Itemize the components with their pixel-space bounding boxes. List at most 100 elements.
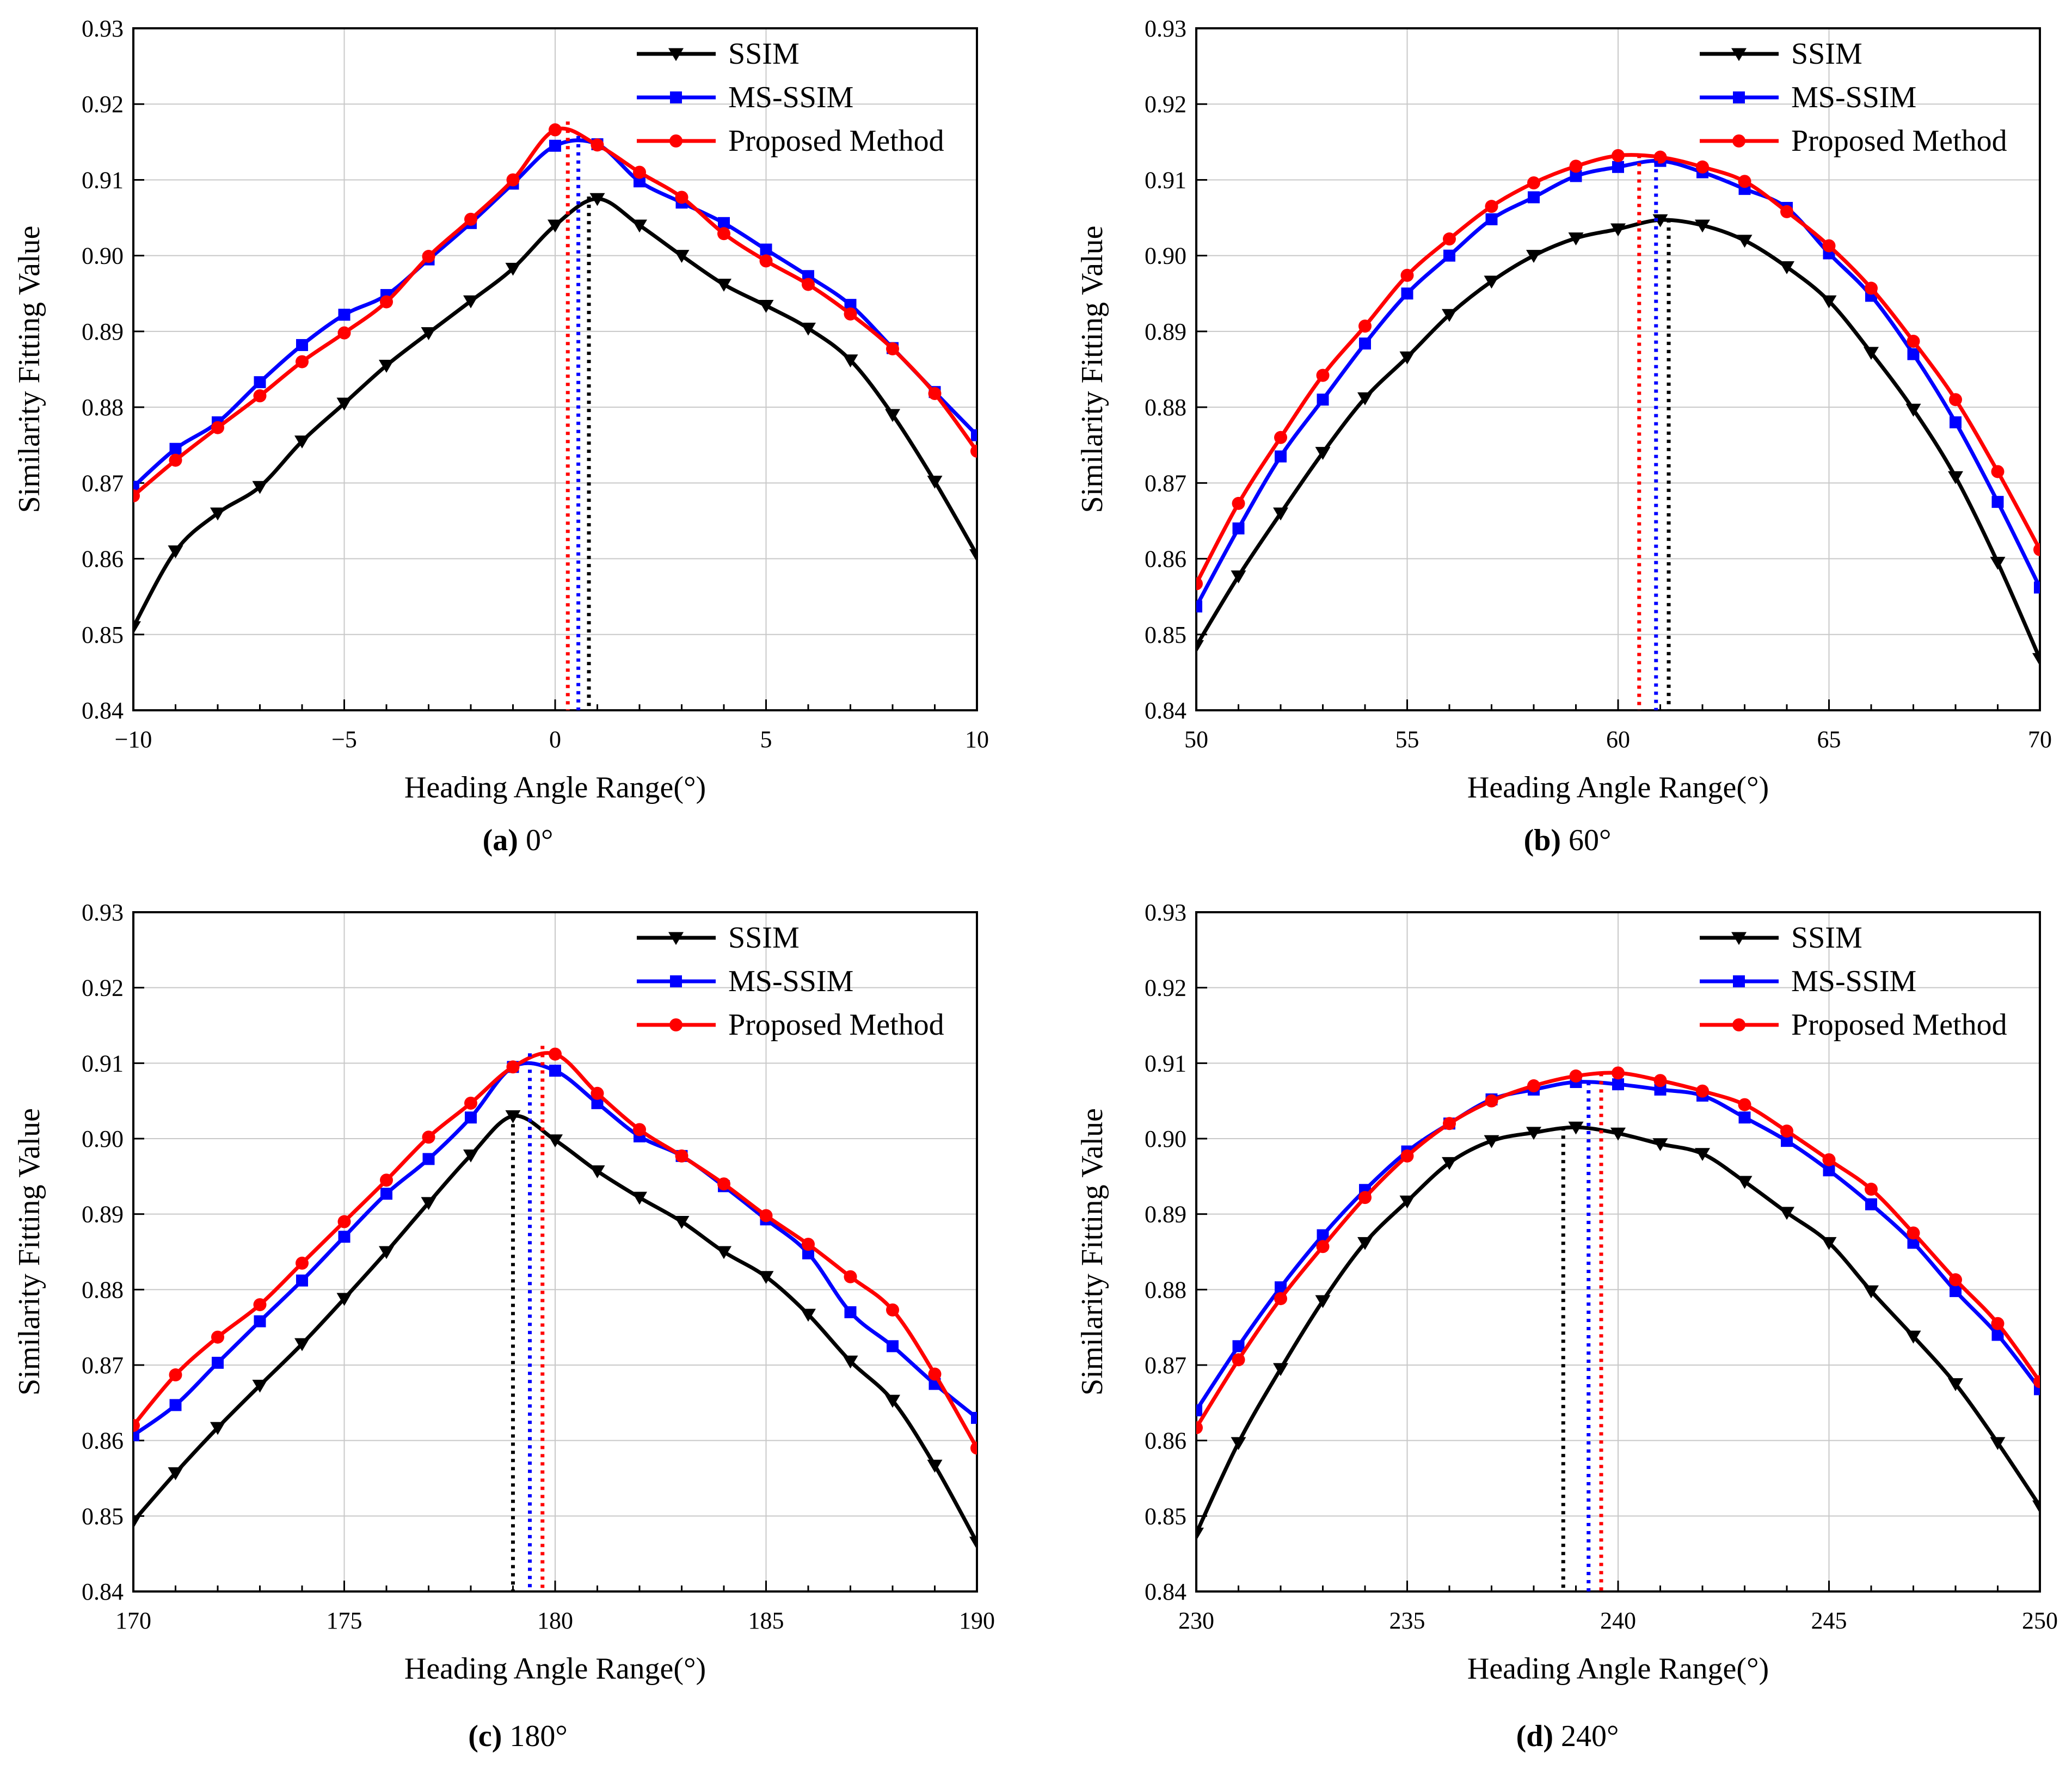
- chart-a-data: [133, 123, 977, 635]
- chart-b-point-ssim: [1357, 392, 1373, 405]
- legend-label-msssim: MS-SSIM: [728, 81, 853, 114]
- chart-a-point-msssim: [634, 175, 645, 188]
- chart-a-peak-markers: [565, 121, 591, 710]
- caption-a-letter: (a): [482, 823, 518, 857]
- chart-d-point-ssim: [1652, 1138, 1668, 1152]
- chart-d-point-msssim: [1865, 1198, 1877, 1210]
- caption-a-text: 0°: [525, 823, 554, 857]
- chart-c-xtick-label: 170: [115, 1607, 151, 1634]
- chart-d-point-proposed: [1865, 1182, 1878, 1196]
- chart-c-point-ssim: [168, 1467, 183, 1480]
- chart-b-point-msssim: [1359, 337, 1371, 350]
- chart-b-point-msssim: [1485, 213, 1498, 225]
- chart-a-xlabel: Heading Angle Range(°): [404, 771, 706, 804]
- chart-c-xlabel: Heading Angle Range(°): [404, 1652, 706, 1686]
- chart-a-point-ssim: [505, 262, 521, 276]
- legend-marker-proposed: [1732, 1018, 1745, 1031]
- chart-c-point-ssim: [379, 1246, 394, 1259]
- chart-a-point-proposed: [169, 453, 182, 467]
- legend-label-ssim: SSIM: [728, 921, 800, 955]
- chart-c-peak-markers: [511, 1046, 545, 1591]
- chart-c-point-proposed: [380, 1173, 393, 1187]
- caption-d: (d) 240°: [1063, 1719, 2072, 1754]
- chart-c-ylabel: Similarity Fitting Value: [13, 1108, 46, 1396]
- legend-label-msssim: MS-SSIM: [1791, 964, 1916, 998]
- chart-c-point-proposed: [886, 1303, 899, 1317]
- chart-b-point-ssim: [1990, 557, 2006, 570]
- chart-b-point-msssim: [1317, 394, 1329, 406]
- chart-d-point-msssim: [1317, 1229, 1329, 1242]
- chart-b-xtick-label: 70: [2028, 726, 2052, 753]
- legend-label-msssim: MS-SSIM: [1791, 81, 1916, 114]
- caption-b: (b) 60°: [1063, 823, 2072, 858]
- legend-marker-proposed: [1732, 134, 1745, 148]
- chart-b-point-ssim: [1399, 351, 1415, 365]
- chart-d-point-ssim: [1905, 1330, 1921, 1344]
- chart-a-point-ssim: [758, 300, 774, 313]
- legend-label-ssim: SSIM: [728, 37, 800, 71]
- chart-d-ytick-label: 0.90: [1145, 1126, 1186, 1152]
- chart-c-point-proposed: [844, 1270, 857, 1283]
- chart-b-ytick-label: 0.89: [1145, 318, 1186, 345]
- chart-a-point-ssim: [168, 545, 183, 558]
- chart-c-point-ssim: [632, 1191, 647, 1205]
- chart-b-point-proposed: [2033, 543, 2040, 556]
- chart-d-point-ssim: [2032, 1500, 2040, 1514]
- chart-b-point-proposed: [1232, 496, 1245, 510]
- chart-a-point-proposed: [717, 227, 730, 241]
- chart-a-xtick-label: −5: [331, 726, 357, 753]
- chart-b-xtick-label: 55: [1395, 726, 1419, 753]
- chart-d-legend: SSIM MS-SSIM Proposed Method: [1700, 921, 2007, 1042]
- legend-label-proposed: Proposed Method: [728, 124, 944, 158]
- chart-a-point-proposed: [337, 326, 351, 340]
- chart-d-point-proposed: [1653, 1074, 1667, 1087]
- chart-c-point-proposed: [133, 1418, 140, 1432]
- chart-a-point-ssim: [885, 409, 900, 422]
- chart-c-point-ssim: [885, 1394, 900, 1408]
- chart-a-point-ssim: [843, 354, 858, 368]
- chart-c-point-msssim: [380, 1188, 392, 1200]
- chart-c-point-msssim: [212, 1356, 224, 1369]
- legend-marker-proposed: [669, 1018, 683, 1031]
- chart-a-point-msssim: [718, 217, 730, 229]
- chart-panel-a: −10 −5 0 5 10 0.84 0.85 0.86 0.87 0.88 0.89 0.90 0.9…: [0, 0, 1036, 885]
- chart-b-point-ssim: [1442, 309, 1457, 322]
- chart-d-point-proposed: [1527, 1079, 1540, 1092]
- chart-d-series-proposed: [1196, 1066, 2040, 1435]
- legend-label-ssim: SSIM: [1791, 921, 1862, 955]
- chart-b-point-msssim: [2034, 581, 2040, 594]
- chart-d-point-ssim: [1821, 1237, 1837, 1250]
- chart-b-point-proposed: [1569, 159, 1583, 173]
- chart-a-point-proposed: [970, 444, 977, 458]
- chart-c-point-ssim: [927, 1459, 943, 1473]
- chart-a-point-ssim: [716, 279, 731, 292]
- chart-a-point-ssim: [548, 219, 563, 233]
- chart-d-point-proposed: [2033, 1375, 2040, 1388]
- chart-b-ytick-label: 0.86: [1145, 546, 1186, 573]
- chart-a-ytick-label: 0.93: [82, 15, 124, 42]
- chart-a-ytick-label: 0.90: [82, 243, 124, 269]
- chart-c-point-proposed: [717, 1177, 730, 1191]
- chart-d-xtick-label: 230: [1178, 1607, 1214, 1634]
- legend-label-proposed: Proposed Method: [1791, 124, 2007, 158]
- chart-d-ytick-label: 0.93: [1145, 899, 1186, 926]
- chart-b-point-msssim: [1443, 249, 1455, 262]
- chart-a-point-ssim: [927, 476, 943, 489]
- chart-panel-d: 230 235 240 245 250 0.84 0.85 0.86 0.87 0.88 0.89 0…: [1063, 885, 2072, 1770]
- chart-d-point-ssim: [1864, 1285, 1879, 1299]
- chart-d-point-ssim: [1273, 1363, 1288, 1376]
- chart-d-point-proposed: [1443, 1117, 1456, 1130]
- chart-c-point-msssim: [465, 1111, 477, 1124]
- chart-a-point-proposed: [675, 190, 688, 204]
- chart-a-point-msssim: [971, 429, 977, 441]
- chart-b-svg: 50 55 60 65 70 0.84 0.85 0.86 0.87 0.88 0.89 0.90 0.…: [1075, 15, 2052, 804]
- chart-c-point-ssim: [421, 1197, 436, 1210]
- legend-label-ssim: SSIM: [1791, 37, 1862, 71]
- chart-d-point-msssim: [1823, 1164, 1835, 1177]
- chart-b-point-msssim: [1570, 170, 1582, 182]
- chart-a-ytick-label: 0.85: [82, 622, 124, 648]
- chart-c-ytick-label: 0.84: [82, 1578, 124, 1605]
- chart-b-point-msssim: [1528, 191, 1540, 204]
- chart-a-ytick-label: 0.89: [82, 318, 124, 345]
- chart-a-point-proposed: [759, 254, 773, 268]
